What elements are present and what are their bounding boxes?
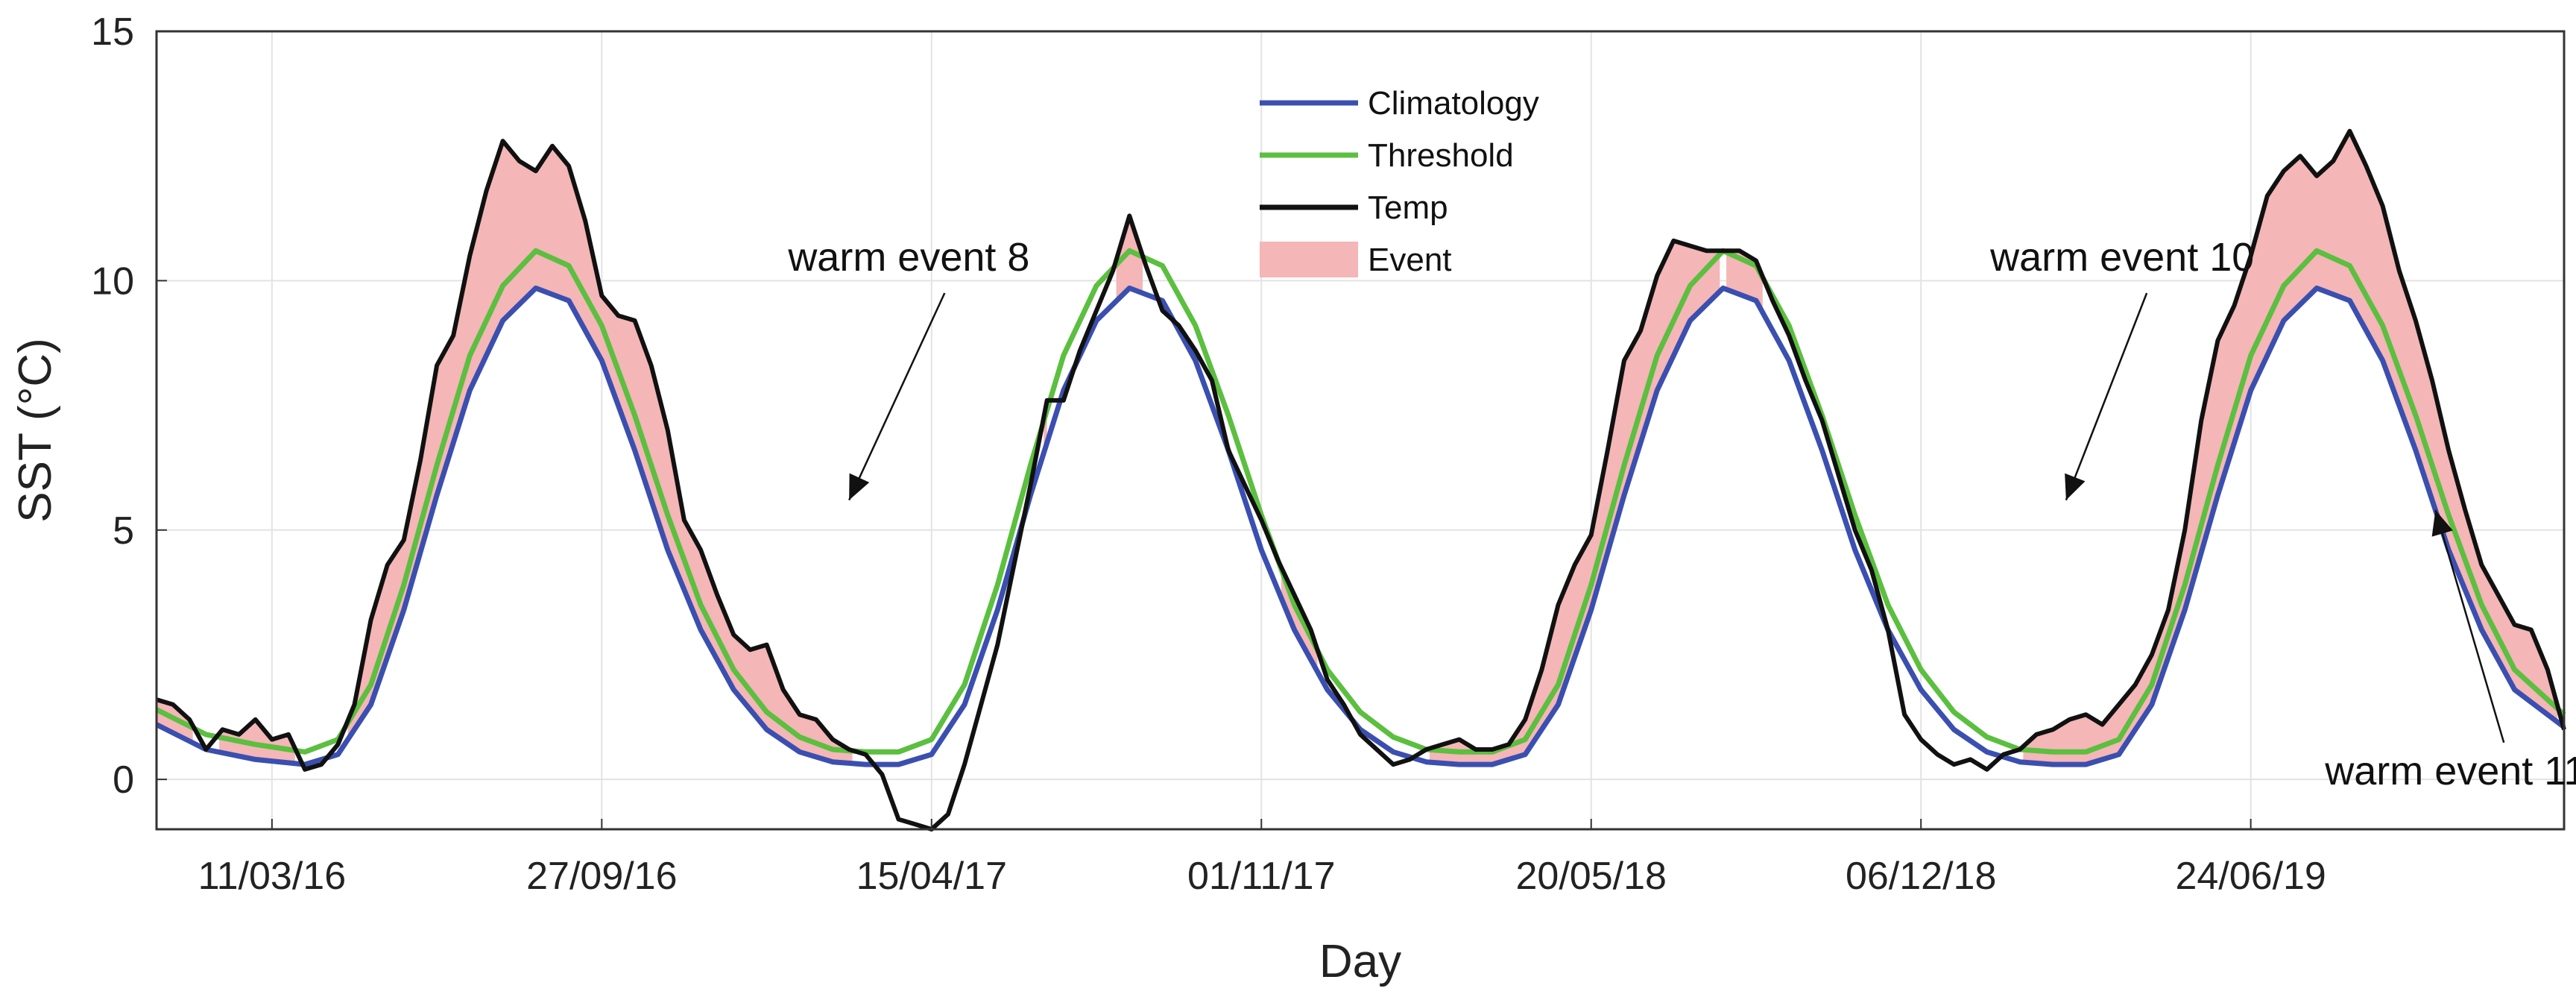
annotations: warm event 8 warm event 10 warm event 11 <box>787 235 2576 793</box>
annotation-arrow <box>2065 292 2148 501</box>
y-tick-label: 15 <box>91 10 134 54</box>
plot-frame <box>155 30 2566 831</box>
legend-label-climatology: Climatology <box>1368 85 1539 122</box>
legend: Climatology Threshold Temp Event <box>1260 85 1539 278</box>
event-area <box>347 141 853 764</box>
legend-label-threshold: Threshold <box>1368 137 1514 174</box>
threshold-line <box>155 248 2566 755</box>
legend-swatch-event <box>1260 242 1358 277</box>
x-tick-label: 01/11/17 <box>1187 855 1336 898</box>
annotation-arrowhead <box>2431 510 2453 537</box>
series-lines-layer <box>155 128 2566 831</box>
event-area <box>1429 240 1720 765</box>
y-tick-label: 5 <box>113 509 134 553</box>
x-tick-label: 27/09/16 <box>526 855 677 898</box>
annotation-arrowhead <box>2065 473 2086 500</box>
legend-label-event: Event <box>1368 242 1452 278</box>
annotation-label: warm event 11 <box>2324 749 2576 793</box>
x-tick-label: 11/03/16 <box>198 855 347 898</box>
legend-label-temp: Temp <box>1368 189 1448 226</box>
annotation-arrow <box>848 292 946 501</box>
annotation-label: warm event 10 <box>1989 235 2254 280</box>
climatology-line <box>155 285 2566 767</box>
annotation-arrowhead <box>849 473 870 500</box>
axis-ticks: 0 5 10 15 11/03/16 27/09/16 15/04/17 01/11/17 20… <box>91 10 2326 898</box>
annotation-label: warm event 8 <box>787 235 1029 280</box>
y-axis-label: SST (°C) <box>10 338 61 523</box>
temp-line <box>156 128 2566 831</box>
x-tick-label: 20/05/18 <box>1516 855 1667 898</box>
x-axis-label: Day <box>1319 936 1401 987</box>
x-tick-label: 24/06/19 <box>2175 855 2326 898</box>
x-tick-label: 15/04/17 <box>856 855 1007 898</box>
x-tick-label: 06/12/18 <box>1846 855 1996 898</box>
y-tick-label: 10 <box>91 260 134 303</box>
event-area <box>219 719 295 764</box>
annotation-arrow <box>2434 509 2505 744</box>
y-tick-label: 0 <box>113 758 134 802</box>
event-area <box>2023 131 2558 765</box>
